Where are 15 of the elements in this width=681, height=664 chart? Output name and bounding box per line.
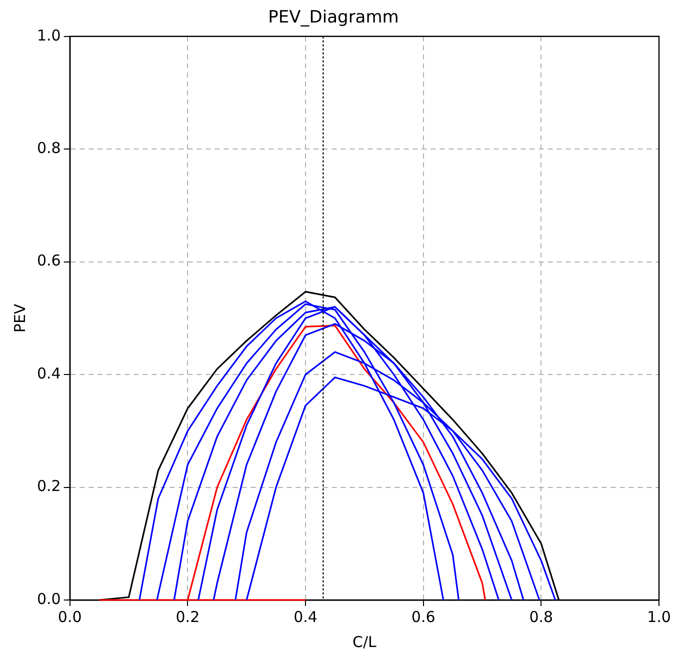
y-tick-label: 0.4 (36, 364, 61, 382)
y-tick-label: 0.8 (36, 139, 61, 158)
x-tick-label: 1.0 (647, 608, 671, 626)
y-axis-title: PEV (10, 303, 29, 333)
x-tick-label: 0.0 (58, 608, 82, 626)
chart-title: PEV_Diagramm (268, 8, 399, 28)
x-tick-label: 0.8 (529, 608, 554, 626)
y-tick-label: 0.2 (36, 477, 61, 496)
x-tick-label: 0.4 (294, 608, 318, 626)
x-axis-title: C/L (352, 632, 378, 651)
x-tick-label: 0.2 (176, 608, 200, 626)
y-tick-label: 1.0 (36, 26, 61, 44)
x-tick-label: 0.6 (411, 608, 436, 626)
y-tick-label: 0.6 (36, 252, 61, 270)
y-tick-label: 0.0 (36, 590, 61, 608)
